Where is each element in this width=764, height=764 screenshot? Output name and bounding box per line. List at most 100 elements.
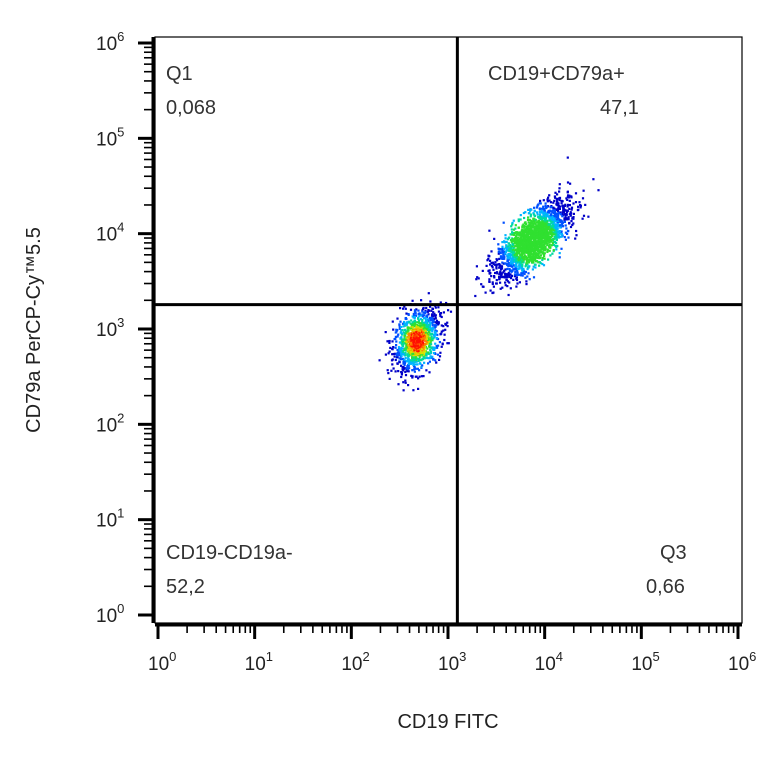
event-dot <box>411 359 414 362</box>
event-dot <box>544 230 547 233</box>
event-dot <box>412 363 415 366</box>
event-dot <box>541 215 544 219</box>
event-dot <box>544 234 547 237</box>
event-dot <box>562 209 565 212</box>
event-dot <box>494 271 497 275</box>
event-dot <box>557 206 560 209</box>
event-dot <box>435 344 438 348</box>
event-dot <box>555 241 558 245</box>
event-dot <box>519 234 522 237</box>
event-dot <box>543 228 546 231</box>
event-dot <box>559 211 562 214</box>
event-dot <box>489 289 492 292</box>
event-dot <box>421 353 424 356</box>
event-dot <box>513 254 516 257</box>
event-dot <box>517 231 520 234</box>
event-dot <box>560 199 563 202</box>
event-dot <box>528 265 531 268</box>
event-dot <box>519 262 522 265</box>
event-dot <box>551 219 554 222</box>
event-dot <box>411 376 414 379</box>
event-dot <box>551 252 554 255</box>
event-dot <box>404 332 407 335</box>
event-dot <box>502 221 505 224</box>
event-dot <box>538 211 542 214</box>
event-dot <box>414 357 417 360</box>
event-dot <box>529 238 532 241</box>
event-dot <box>522 271 525 274</box>
event-dot <box>511 263 515 266</box>
event-dot <box>566 181 570 184</box>
event-dot <box>592 178 595 181</box>
event-dot <box>547 245 551 248</box>
event-dot <box>397 349 400 352</box>
event-dot <box>490 264 493 267</box>
event-dot <box>525 261 528 265</box>
event-dot <box>430 309 433 312</box>
event-dot <box>400 325 403 329</box>
event-dot <box>520 249 524 252</box>
event-dot <box>495 279 498 282</box>
event-dot <box>570 208 573 211</box>
event-dot <box>510 277 513 280</box>
event-dot <box>481 269 484 272</box>
y-tick-label: 106 <box>96 29 124 55</box>
event-dot <box>396 335 399 338</box>
event-dot <box>427 323 430 327</box>
event-dot <box>422 317 426 320</box>
event-dot <box>418 369 421 372</box>
event-dot <box>429 349 432 352</box>
x-tick-label-exponent: 5 <box>652 649 659 664</box>
event-dot <box>524 270 527 274</box>
event-dot <box>515 278 519 282</box>
event-dot <box>548 241 551 244</box>
event-dot <box>533 235 536 238</box>
event-dot <box>424 353 427 356</box>
y-tick-label-exponent: 5 <box>117 124 124 139</box>
event-dot <box>562 211 565 214</box>
event-dot <box>402 350 405 353</box>
event-dot <box>523 224 526 228</box>
event-dot <box>543 241 546 244</box>
event-dot <box>413 325 416 328</box>
event-dot <box>567 236 570 239</box>
event-dot <box>443 338 446 342</box>
event-dot <box>539 254 543 257</box>
event-dot <box>532 217 535 220</box>
event-dot <box>511 238 514 241</box>
event-dot <box>534 266 537 269</box>
x-tick-label: 104 <box>535 649 563 675</box>
event-dot <box>569 182 572 185</box>
event-dot <box>546 243 549 247</box>
event-dot <box>568 194 571 197</box>
event-dot <box>511 255 514 259</box>
event-dot <box>409 361 412 364</box>
event-dot <box>540 246 543 250</box>
event-dot <box>504 284 507 287</box>
event-dot <box>532 276 536 279</box>
event-dot <box>529 215 532 218</box>
event-dot <box>431 321 434 324</box>
event-dot <box>535 206 538 209</box>
event-dot <box>411 375 414 378</box>
event-dot <box>402 381 405 384</box>
event-dot <box>426 314 429 317</box>
event-dot <box>563 236 566 239</box>
event-dot <box>558 230 561 233</box>
event-dot <box>523 216 526 220</box>
event-dot <box>551 211 554 214</box>
event-dot <box>507 265 510 268</box>
event-dot <box>517 226 520 229</box>
axis-tick-labels: 100 101 102 103 104 105 1061001011021031041051… <box>96 29 756 675</box>
event-dot <box>439 351 442 354</box>
event-dot <box>423 321 427 324</box>
event-dot <box>514 240 517 243</box>
event-dot <box>490 275 493 278</box>
event-dot <box>475 265 478 268</box>
event-dot <box>424 342 427 346</box>
event-dot <box>549 232 552 236</box>
event-dot <box>515 262 518 265</box>
event-dot <box>428 371 431 374</box>
x-tick-label-base: 10 <box>438 654 459 675</box>
event-dot <box>516 271 519 274</box>
